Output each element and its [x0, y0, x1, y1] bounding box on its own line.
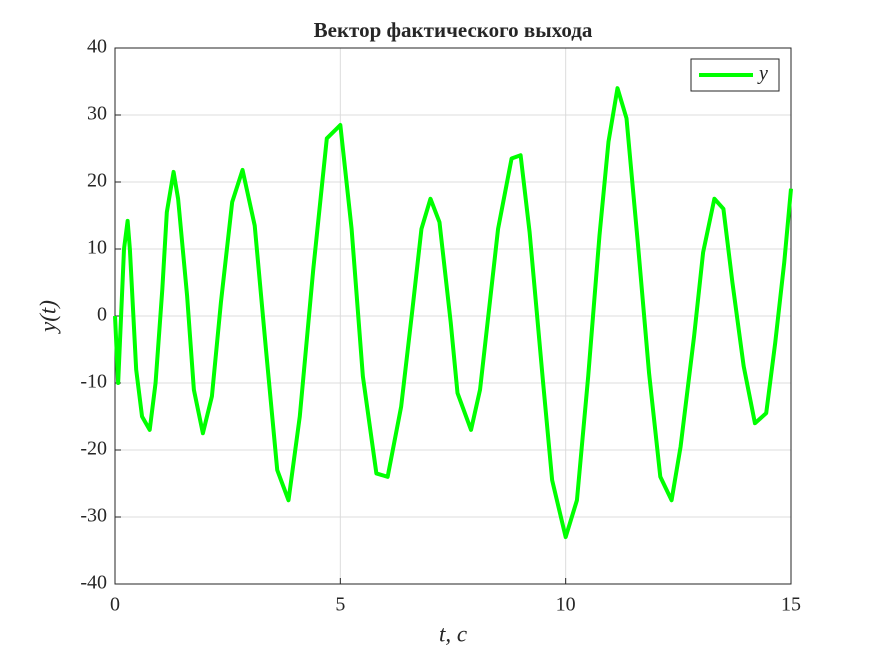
y-axis-label: y(t)	[35, 300, 60, 334]
x-tick-label: 15	[781, 594, 801, 616]
x-tick-label: 0	[110, 594, 120, 616]
chart-title: Вектор фактического выхода	[314, 18, 593, 42]
data-line	[113, 86, 793, 540]
legend-label: y	[757, 63, 768, 85]
y-tick-label: 0	[97, 304, 107, 326]
x-axis-label: t, c	[439, 621, 467, 646]
x-tick-label: 5	[335, 594, 345, 616]
y-tick-label: -10	[80, 371, 107, 393]
y-tick-label: 20	[87, 170, 107, 192]
y-tick-label: 30	[87, 103, 107, 125]
y-tick-label: 40	[87, 36, 107, 58]
y-tick-label: -30	[80, 505, 107, 527]
y-tick-label: -20	[80, 438, 107, 460]
y-tick-label: 10	[87, 237, 107, 259]
x-tick-label: 10	[556, 594, 576, 616]
y-tick-label: -40	[80, 572, 107, 594]
